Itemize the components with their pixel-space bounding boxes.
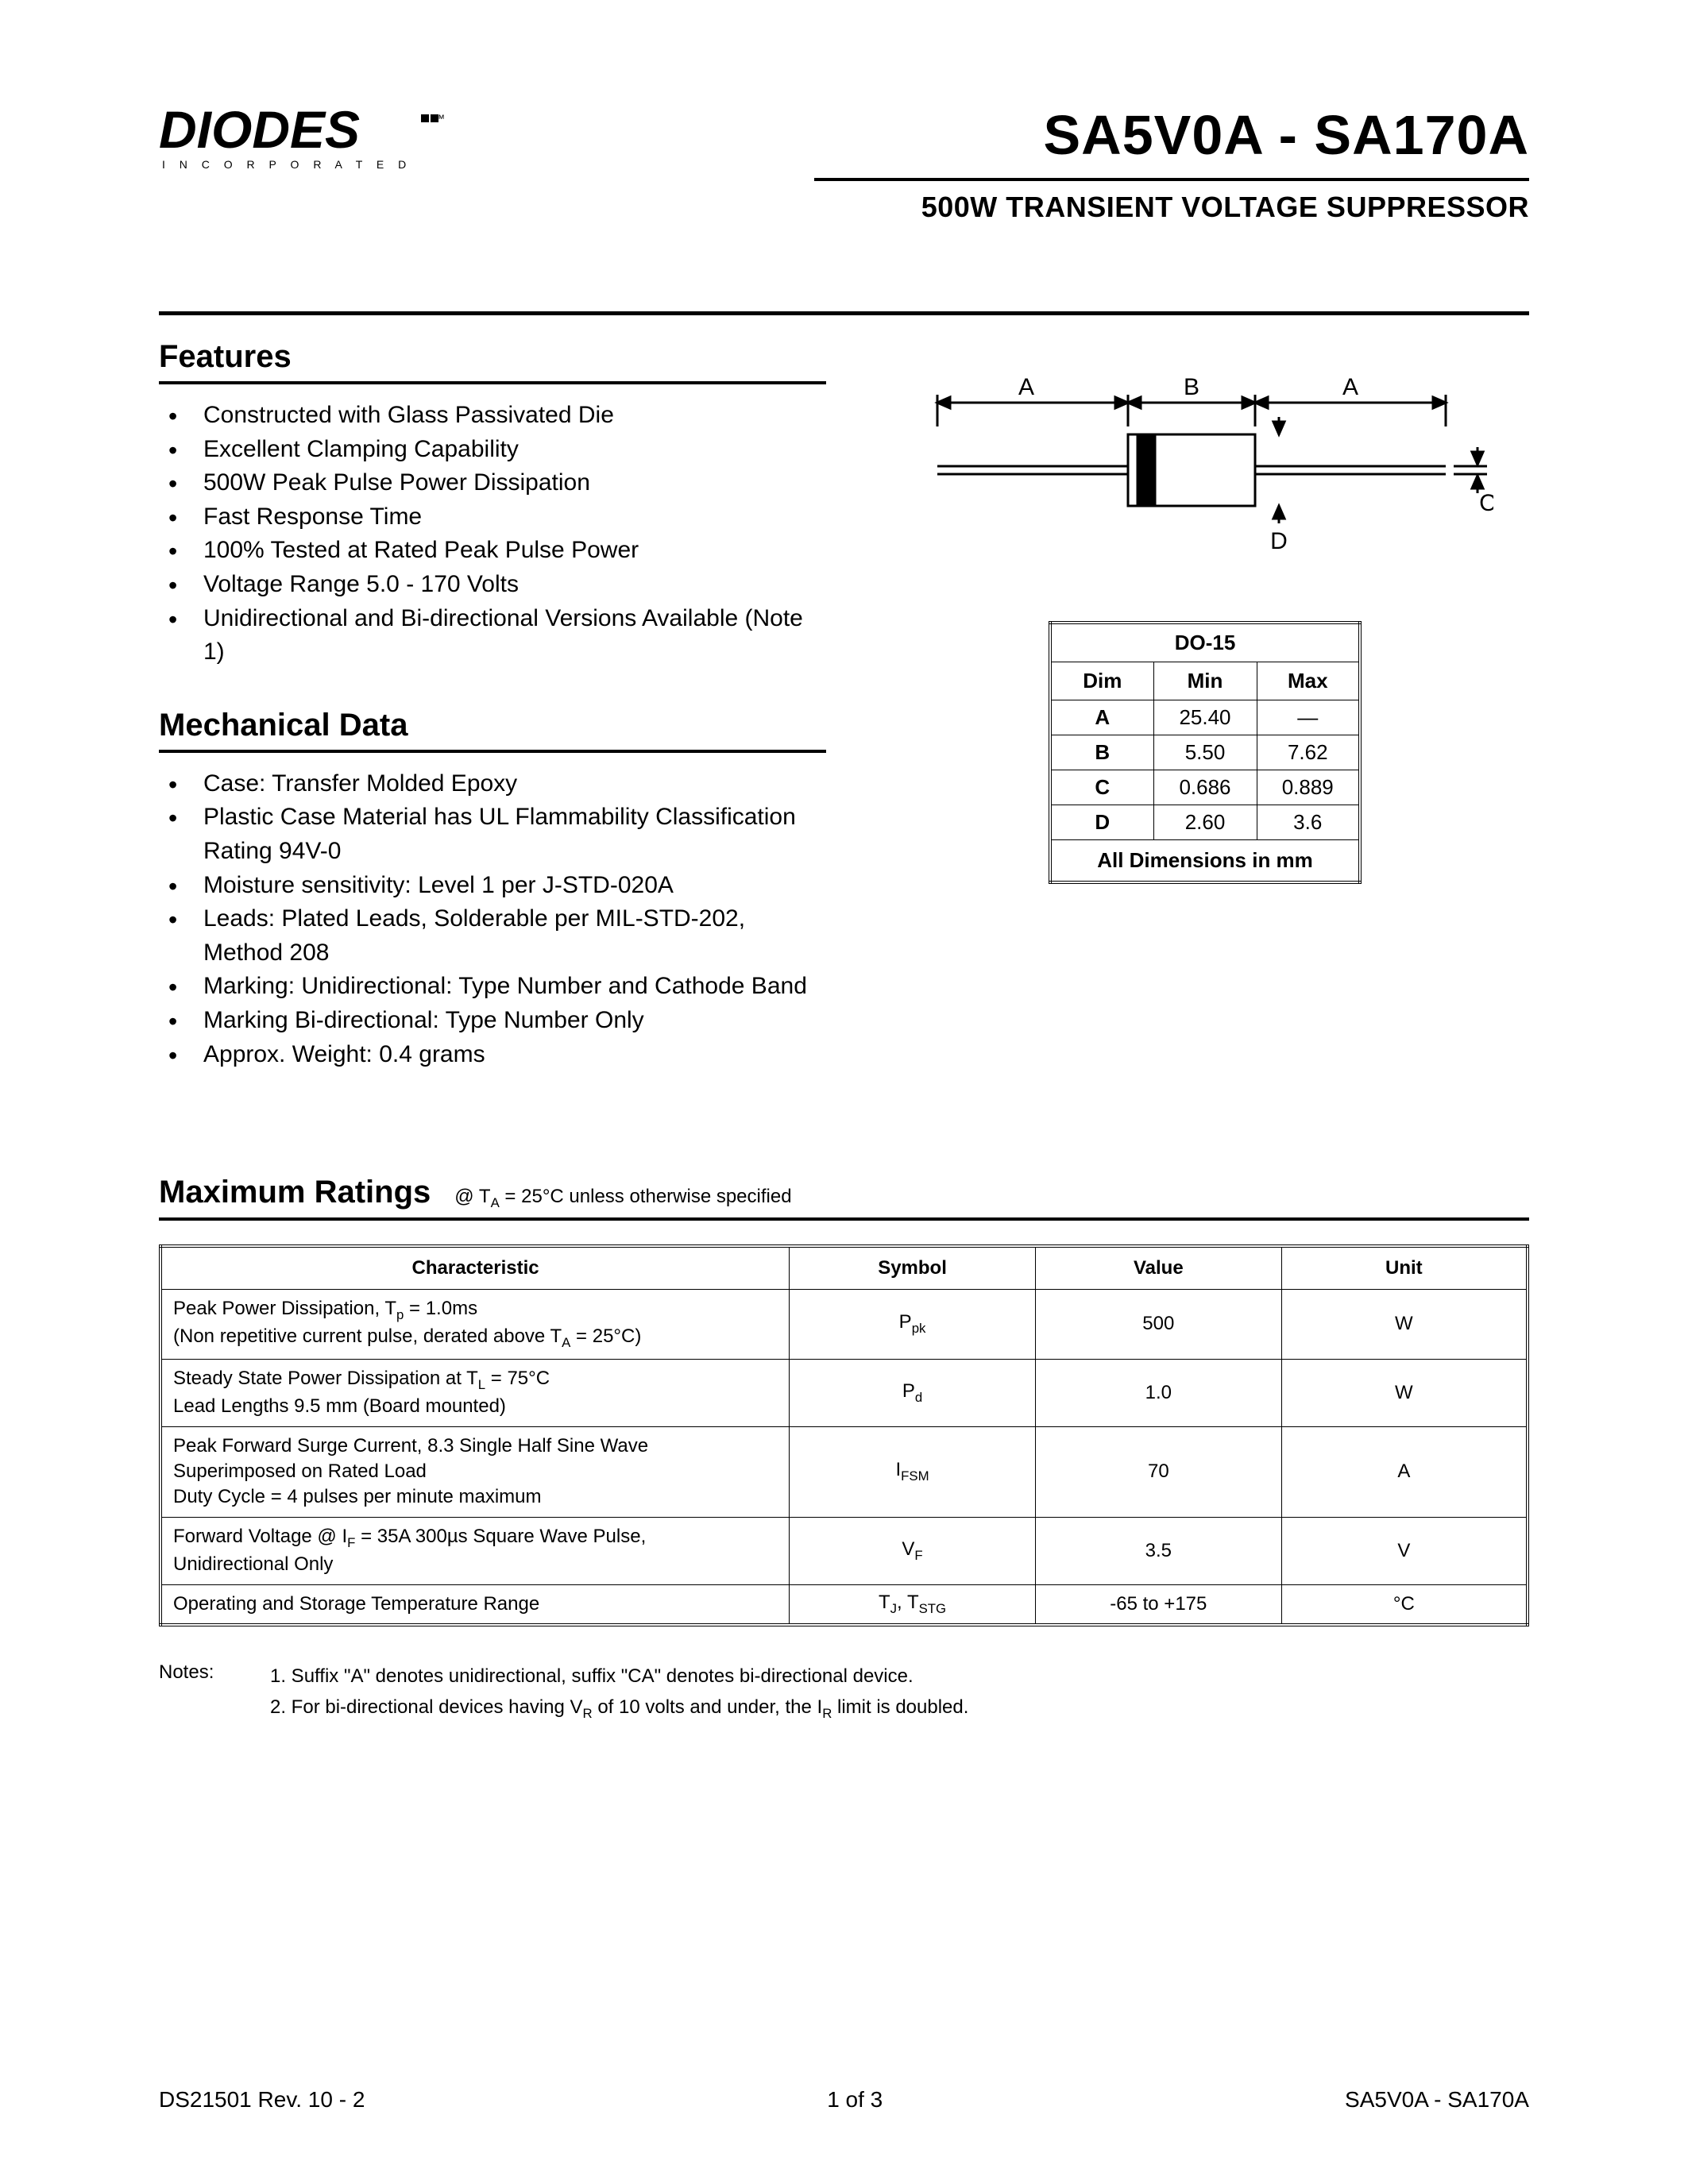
- feature-item: Voltage Range 5.0 - 170 Volts: [168, 568, 826, 602]
- title-block: SA5V0A - SA170A 500W TRANSIENT VOLTAGE S…: [814, 103, 1529, 224]
- dim-cell: 25.40: [1153, 700, 1257, 735]
- features-list: Constructed with Glass Passivated DieExc…: [159, 399, 826, 669]
- rating-unit: A: [1281, 1426, 1528, 1517]
- mechanical-item: Moisture sensitivity: Level 1 per J-STD-…: [168, 869, 826, 903]
- rating-unit: °C: [1281, 1584, 1528, 1625]
- rating-characteristic: Forward Voltage @ IF = 35A 300µs Square …: [160, 1517, 790, 1584]
- dim-header: Dim: [1050, 662, 1153, 700]
- dim-cell: 0.686: [1153, 770, 1257, 805]
- rating-characteristic: Peak Power Dissipation, Tp = 1.0ms(Non r…: [160, 1289, 790, 1359]
- rating-symbol: IFSM: [790, 1426, 1036, 1517]
- feature-item: Unidirectional and Bi-directional Versio…: [168, 602, 826, 669]
- dimensions-table: DO-15 Dim Min Max A25.40— B5.507.62 C0.686…: [1049, 621, 1362, 884]
- rating-unit: W: [1281, 1359, 1528, 1426]
- footer-part: SA5V0A - SA170A: [1345, 2087, 1529, 2113]
- dim-cell: —: [1257, 700, 1360, 735]
- rating-symbol: VF: [790, 1517, 1036, 1584]
- page-footer: DS21501 Rev. 10 - 2 1 of 3 SA5V0A - SA17…: [159, 2087, 1529, 2113]
- dim-cell: 5.50: [1153, 735, 1257, 770]
- subtitle: 500W TRANSIENT VOLTAGE SUPPRESSOR: [814, 191, 1529, 224]
- ratings-header: Characteristic: [160, 1246, 790, 1290]
- dim-label-a: A: [1018, 374, 1034, 400]
- rating-value: 3.5: [1035, 1517, 1281, 1584]
- dim-label-c: C: [1479, 490, 1493, 516]
- feature-item: Excellent Clamping Capability: [168, 433, 826, 467]
- dim-cell: 0.889: [1257, 770, 1360, 805]
- ratings-header: Value: [1035, 1246, 1281, 1290]
- features-heading: Features: [159, 339, 826, 384]
- rating-unit: V: [1281, 1517, 1528, 1584]
- notes-label: Notes:: [159, 1661, 246, 1724]
- svg-text:™: ™: [434, 112, 445, 125]
- rating-symbol: TJ, TSTG: [790, 1584, 1036, 1625]
- dim-footer: All Dimensions in mm: [1050, 840, 1360, 883]
- maximum-ratings-section: Maximum Ratings @ TA = 25°C unless other…: [159, 1175, 1529, 1626]
- rating-characteristic: Steady State Power Dissipation at TL = 7…: [160, 1359, 790, 1426]
- mechanical-item: Case: Transfer Molded Epoxy: [168, 767, 826, 801]
- dim-cell: C: [1050, 770, 1153, 805]
- package-name: DO-15: [1050, 623, 1360, 662]
- footer-page-num: 1 of 3: [827, 2087, 883, 2113]
- feature-item: 100% Tested at Rated Peak Pulse Power: [168, 534, 826, 568]
- dim-label-b: B: [1184, 374, 1199, 400]
- mechanical-heading: Mechanical Data: [159, 708, 826, 753]
- rating-value: 1.0: [1035, 1359, 1281, 1426]
- rating-value: 70: [1035, 1426, 1281, 1517]
- header: DIODES ™ I N C O R P O R A T E D SA5V0A …: [159, 103, 1529, 224]
- dim-header: Max: [1257, 662, 1360, 700]
- package-outline-diagram: A B A C D: [921, 371, 1529, 581]
- dim-cell: A: [1050, 700, 1153, 735]
- dim-cell: B: [1050, 735, 1153, 770]
- dim-header: Min: [1153, 662, 1257, 700]
- mechanical-item: Approx. Weight: 0.4 grams: [168, 1038, 826, 1072]
- diodes-logo-icon: DIODES ™ I N C O R P O R A T E D: [159, 103, 508, 175]
- footer-doc-rev: DS21501 Rev. 10 - 2: [159, 2087, 365, 2113]
- logo: DIODES ™ I N C O R P O R A T E D: [159, 103, 508, 175]
- rating-unit: W: [1281, 1289, 1528, 1359]
- rating-characteristic: Peak Forward Surge Current, 8.3 Single H…: [160, 1426, 790, 1517]
- rating-value: 500: [1035, 1289, 1281, 1359]
- feature-item: 500W Peak Pulse Power Dissipation: [168, 466, 826, 500]
- rating-value: -65 to +175: [1035, 1584, 1281, 1625]
- mechanical-item: Marking: Unidirectional: Type Number and…: [168, 970, 826, 1004]
- dim-cell: D: [1050, 805, 1153, 840]
- mechanical-list: Case: Transfer Molded EpoxyPlastic Case …: [159, 767, 826, 1071]
- note-item: 2. For bi-directional devices having VR …: [270, 1692, 968, 1725]
- dim-cell: 3.6: [1257, 805, 1360, 840]
- svg-text:I N C O R P O R A T E D: I N C O R P O R A T E D: [162, 158, 411, 171]
- max-ratings-heading: Maximum Ratings: [159, 1175, 431, 1210]
- svg-text:DIODES: DIODES: [159, 103, 360, 159]
- part-number-title: SA5V0A - SA170A: [814, 103, 1529, 167]
- max-ratings-condition: @ TA = 25°C unless otherwise specified: [454, 1186, 791, 1211]
- dim-label-a2: A: [1342, 374, 1358, 400]
- dim-label-d: D: [1270, 528, 1288, 554]
- ratings-table: Characteristic Symbol Value Unit Peak Po…: [159, 1244, 1529, 1626]
- mechanical-item: Plastic Case Material has UL Flammabilit…: [168, 801, 826, 868]
- notes-section: Notes: 1. Suffix "A" denotes unidirectio…: [159, 1661, 1529, 1724]
- note-item: 1. Suffix "A" denotes unidirectional, su…: [270, 1661, 968, 1692]
- title-rule: [814, 178, 1529, 181]
- feature-item: Constructed with Glass Passivated Die: [168, 399, 826, 433]
- ratings-header: Symbol: [790, 1246, 1036, 1290]
- dim-cell: 2.60: [1153, 805, 1257, 840]
- mechanical-item: Marking Bi-directional: Type Number Only: [168, 1004, 826, 1038]
- dim-cell: 7.62: [1257, 735, 1360, 770]
- mechanical-item: Leads: Plated Leads, Solderable per MIL-…: [168, 902, 826, 970]
- rating-symbol: Ppk: [790, 1289, 1036, 1359]
- ratings-header: Unit: [1281, 1246, 1528, 1290]
- rating-symbol: Pd: [790, 1359, 1036, 1426]
- section-rule: [159, 311, 1529, 315]
- feature-item: Fast Response Time: [168, 500, 826, 534]
- rating-characteristic: Operating and Storage Temperature Range: [160, 1584, 790, 1625]
